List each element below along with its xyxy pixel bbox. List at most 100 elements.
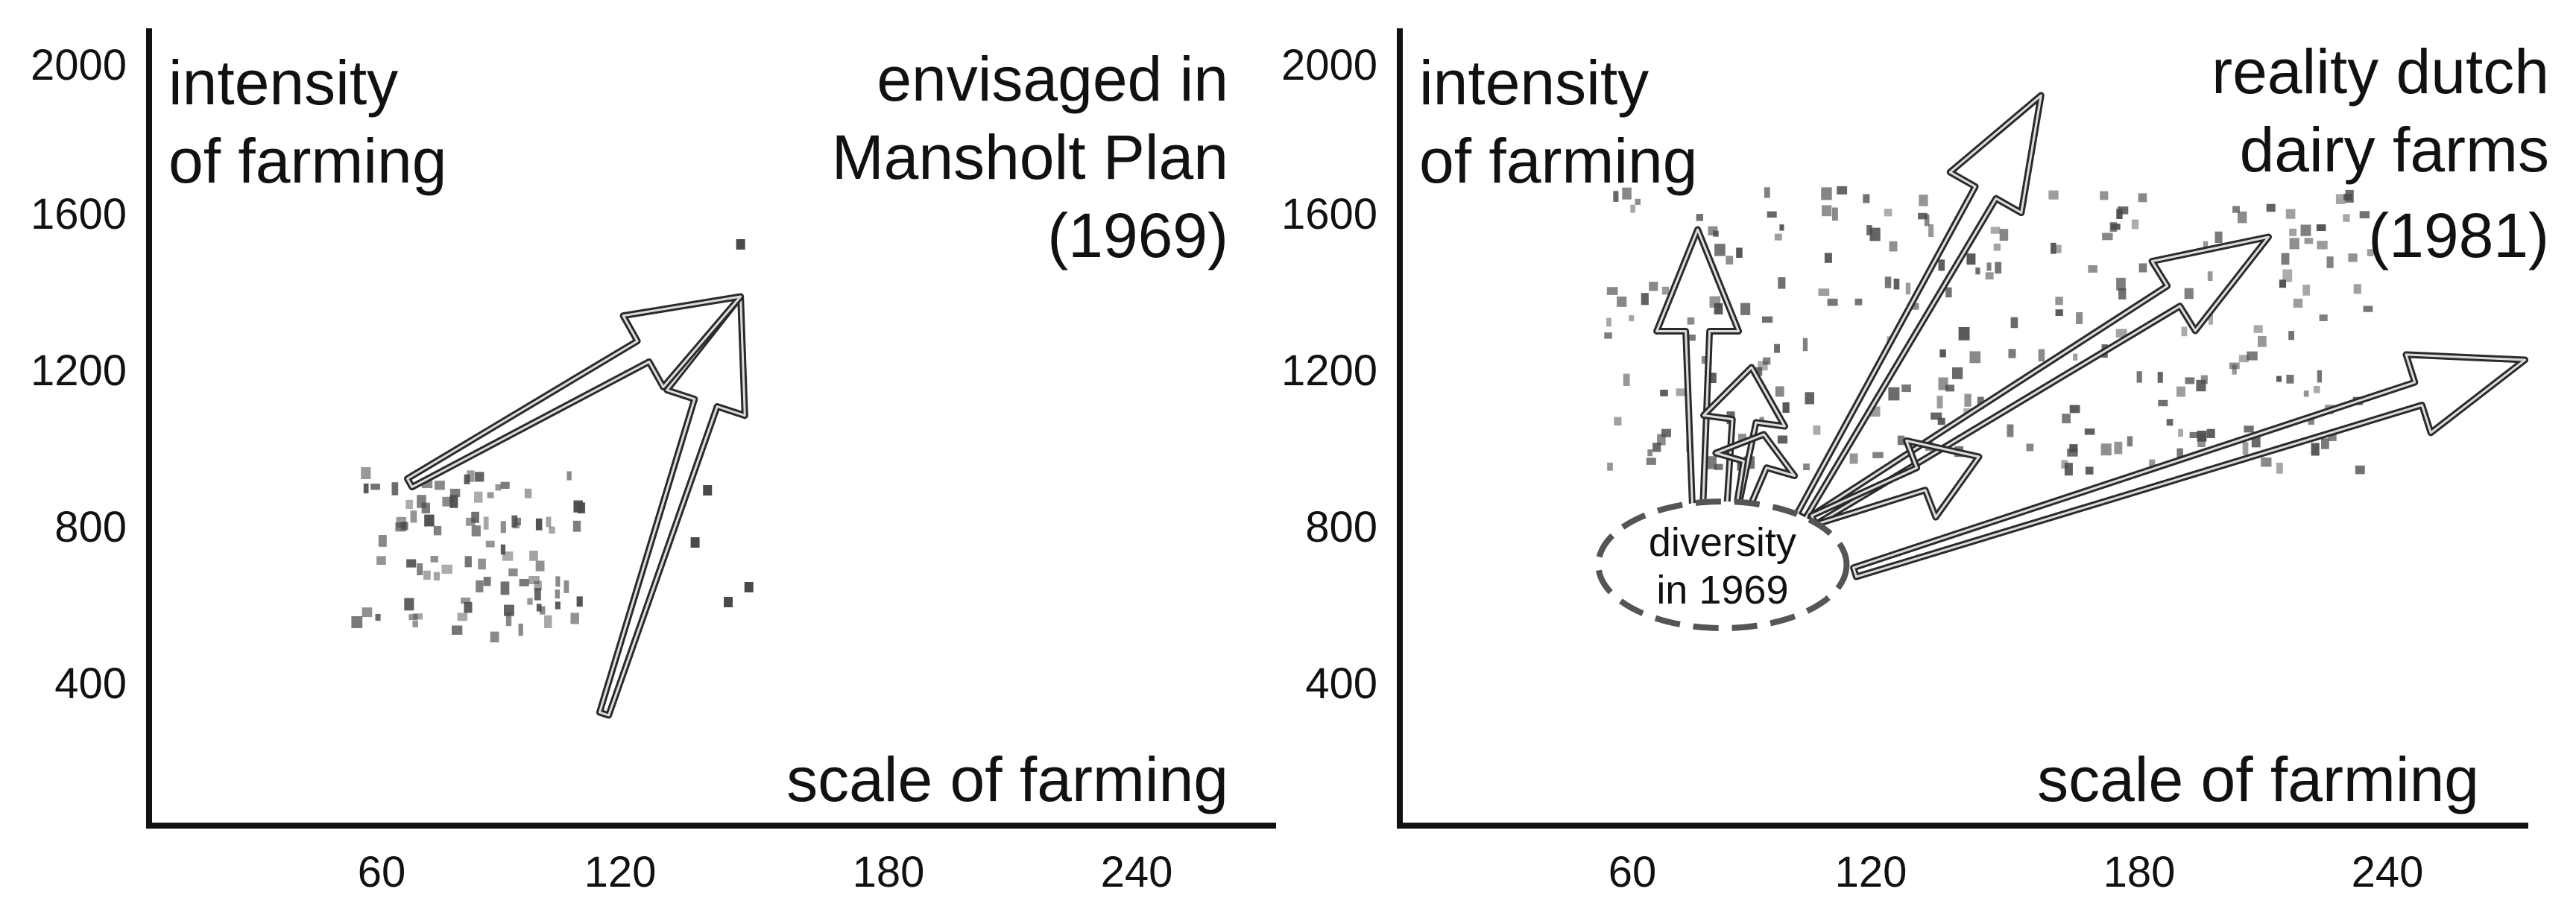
- right-data-point: [1863, 194, 1870, 203]
- right-data-point: [1945, 287, 1952, 298]
- right-data-point: [1889, 241, 1898, 252]
- right-data-point: [1661, 428, 1671, 437]
- right-data-point: [1849, 453, 1858, 464]
- right-data-point: [1901, 384, 1911, 393]
- right-data-point: [2229, 362, 2240, 370]
- left-data-point: [405, 499, 413, 510]
- left-data-point: [570, 612, 579, 624]
- left-data-point: [378, 535, 387, 547]
- right-data-point: [2313, 386, 2320, 393]
- right-data-point: [1764, 187, 1770, 198]
- right-data-point: [1714, 303, 1723, 314]
- left-data-point: [511, 515, 518, 528]
- left-y-tick-label: 1600: [31, 190, 127, 238]
- left-data-point: [576, 596, 583, 607]
- right-data-point: [2251, 434, 2261, 448]
- right-data-point: [2189, 431, 2199, 438]
- right-data-point: [2232, 364, 2237, 375]
- right-data-point: [2207, 271, 2213, 281]
- left-data-point: [544, 615, 552, 628]
- left-data-point: [433, 572, 441, 580]
- right-data-point: [2266, 203, 2276, 212]
- right-data-point: [2302, 285, 2311, 296]
- right-data-point: [1774, 344, 1780, 353]
- left-data-point: [527, 598, 533, 605]
- left-data-point: [363, 483, 369, 494]
- right-data-point: [2069, 405, 2080, 414]
- left-x-axis-label: scale of farming: [786, 744, 1228, 814]
- left-data-point: [474, 491, 483, 503]
- left-data-point: [540, 606, 546, 615]
- right-data-point: [1714, 244, 1726, 256]
- left-data-point: [471, 511, 479, 523]
- right-data-point: [2185, 377, 2195, 384]
- right-data-point: [2311, 443, 2320, 456]
- left-data-point: [466, 517, 476, 526]
- right-data-point: [2084, 428, 2095, 435]
- left-data-point: [555, 601, 561, 610]
- left-data-point: [391, 482, 399, 496]
- left-data-point: [424, 514, 435, 527]
- right-data-point: [2353, 284, 2361, 294]
- right-y-tick-label: 1600: [1281, 190, 1377, 238]
- right-data-point: [1803, 463, 1810, 470]
- right-data-point: [1738, 434, 1746, 443]
- right-title-line1: reality dutch: [2212, 37, 2549, 107]
- right-data-point: [2261, 458, 2272, 467]
- right-data-point: [2363, 306, 2373, 312]
- right-data-point: [2138, 263, 2147, 273]
- left-data-point: [508, 568, 518, 577]
- left-chart-marks: [351, 239, 754, 719]
- left-data-point: [464, 556, 472, 568]
- right-data-point: [2282, 269, 2293, 282]
- right-data-point: [2115, 329, 2127, 338]
- left-data-point: [362, 607, 373, 618]
- left-data-point: [478, 558, 486, 570]
- right-data-point: [2116, 277, 2126, 291]
- left-data-point: [464, 474, 470, 484]
- right-y-tick-label: 1200: [1281, 346, 1377, 395]
- right-data-point: [1822, 205, 1832, 217]
- right-data-point: [2321, 438, 2329, 449]
- left-x-tick-label: 240: [1101, 848, 1173, 896]
- right-data-point: [1646, 458, 1656, 465]
- right-data-point: [1893, 278, 1900, 290]
- right-data-point: [2286, 374, 2294, 384]
- left-data-point: [370, 484, 380, 490]
- left-outlier-point: [736, 239, 745, 250]
- right-data-point: [2116, 209, 2123, 219]
- right-data-point: [2328, 434, 2337, 441]
- right-data-point: [2062, 414, 2071, 424]
- left-data-point: [564, 580, 569, 593]
- left-data-point: [417, 495, 426, 508]
- right-data-point: [1661, 286, 1670, 295]
- right-data-point: [2285, 209, 2296, 219]
- right-data-point: [2367, 249, 2374, 256]
- right-data-point: [1827, 298, 1838, 306]
- reality-arrow-tallest: [1793, 92, 2045, 522]
- right-data-point: [1805, 392, 1814, 405]
- right-y-tick-label: 400: [1305, 659, 1377, 708]
- reality-arrow-long-highlight: [1852, 353, 2527, 578]
- left-title-line1: envisaged in: [877, 44, 1228, 114]
- left-y-tick-label: 400: [54, 659, 127, 708]
- right-x-tick-label: 180: [2103, 848, 2176, 896]
- left-y-tick-label: 1200: [31, 346, 127, 395]
- right-y-tick-label: 800: [1305, 503, 1377, 551]
- right-data-point: [1995, 262, 2002, 274]
- right-data-point: [1714, 463, 1723, 470]
- right-data-point: [1854, 298, 1863, 306]
- right-data-point: [1958, 327, 1970, 341]
- right-data-point: [1736, 247, 1743, 258]
- left-data-point: [475, 472, 484, 482]
- right-data-point: [1802, 338, 1808, 352]
- right-data-point: [2238, 355, 2249, 363]
- left-data-point: [529, 551, 538, 561]
- left-data-point: [534, 588, 541, 601]
- right-data-point: [1813, 425, 1821, 435]
- right-data-point: [1905, 282, 1911, 295]
- reality-arrow-tallest-highlight: [1796, 94, 2042, 520]
- right-data-point: [1945, 384, 1955, 392]
